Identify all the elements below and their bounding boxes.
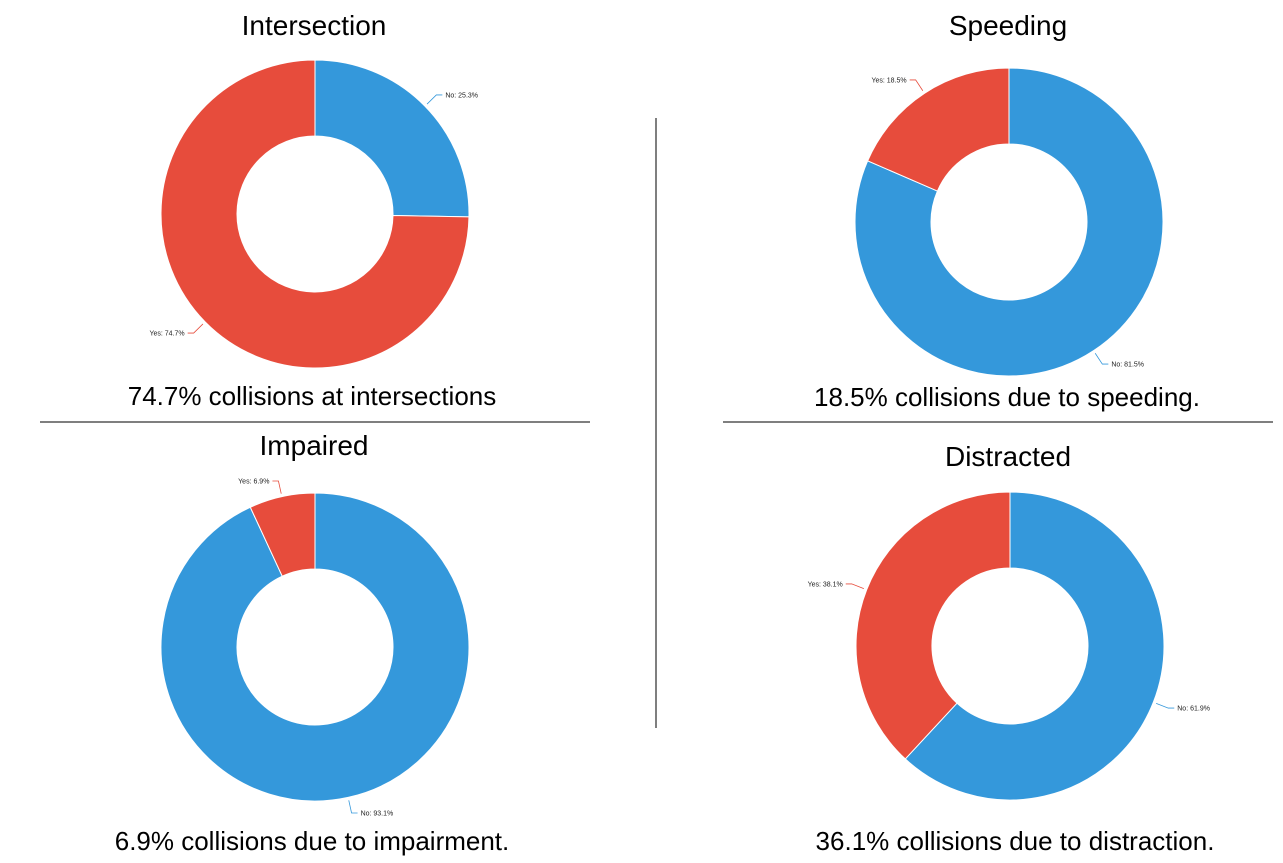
vertical-divider: [655, 118, 657, 728]
slice-label-speeding-no: No: 81.5%: [1111, 362, 1144, 369]
slice-label-distracted-no: No: 61.9%: [1177, 706, 1210, 713]
chart-title-speeding: Speeding: [948, 10, 1068, 41]
donut-chart-intersection: No: 25.3% Yes: 74.7%: [149, 59, 478, 369]
slice-label-distracted-yes: Yes: 38.1%: [808, 581, 843, 588]
chart-caption-intersection: 74.7% collisions at intersections: [127, 381, 497, 411]
donut-chart-speeding: No: 81.5% Yes: 18.5%: [854, 67, 1164, 377]
leader-line-distracted-no: [1156, 702, 1175, 709]
leader-line-distracted-yes: [845, 583, 864, 590]
leader-line-intersection-yes: [187, 323, 204, 334]
horizontal-divider-left: [40, 421, 590, 423]
slice-label-impaired-no: No: 93.1%: [361, 811, 394, 818]
slice-label-intersection-no: No: 25.3%: [445, 92, 478, 99]
chart-caption-distracted: 36.1% collisions due to distraction.: [815, 826, 1215, 856]
leader-line-speeding-yes: [909, 79, 924, 91]
slice-label-speeding-yes: Yes: 18.5%: [871, 77, 906, 84]
chart-title-impaired: Impaired: [259, 430, 369, 461]
donut-chart-distracted: No: 61.9% Yes: 38.1%: [808, 491, 1210, 801]
chart-title-distracted: Distracted: [944, 441, 1072, 472]
slice-intersection-no: [314, 59, 470, 218]
slice-label-impaired-yes: Yes: 6.9%: [238, 478, 269, 485]
slice-impaired-yes: [249, 492, 316, 577]
chart-caption-impaired: 6.9% collisions due to impairment.: [114, 826, 510, 856]
leader-line-intersection-no: [426, 94, 443, 105]
leader-line-speeding-no: [1094, 353, 1109, 365]
horizontal-divider-right: [723, 421, 1273, 423]
donut-chart-impaired: No: 93.1% Yes: 6.9%: [160, 478, 470, 818]
chart-title-intersection: Intersection: [241, 10, 387, 41]
slice-impaired-no: [160, 492, 470, 802]
slice-intersection-yes: [160, 59, 470, 369]
leader-line-impaired-yes: [272, 480, 282, 494]
slice-distracted-yes: [855, 491, 1011, 760]
leader-line-impaired-no: [348, 800, 358, 814]
chart-caption-speeding: 18.5% collisions due to speeding.: [814, 382, 1200, 412]
slice-speeding-no: [854, 67, 1164, 377]
slice-distracted-no: [904, 491, 1165, 801]
slice-speeding-yes: [867, 67, 1010, 192]
slice-label-intersection-yes: Yes: 74.7%: [149, 331, 184, 338]
